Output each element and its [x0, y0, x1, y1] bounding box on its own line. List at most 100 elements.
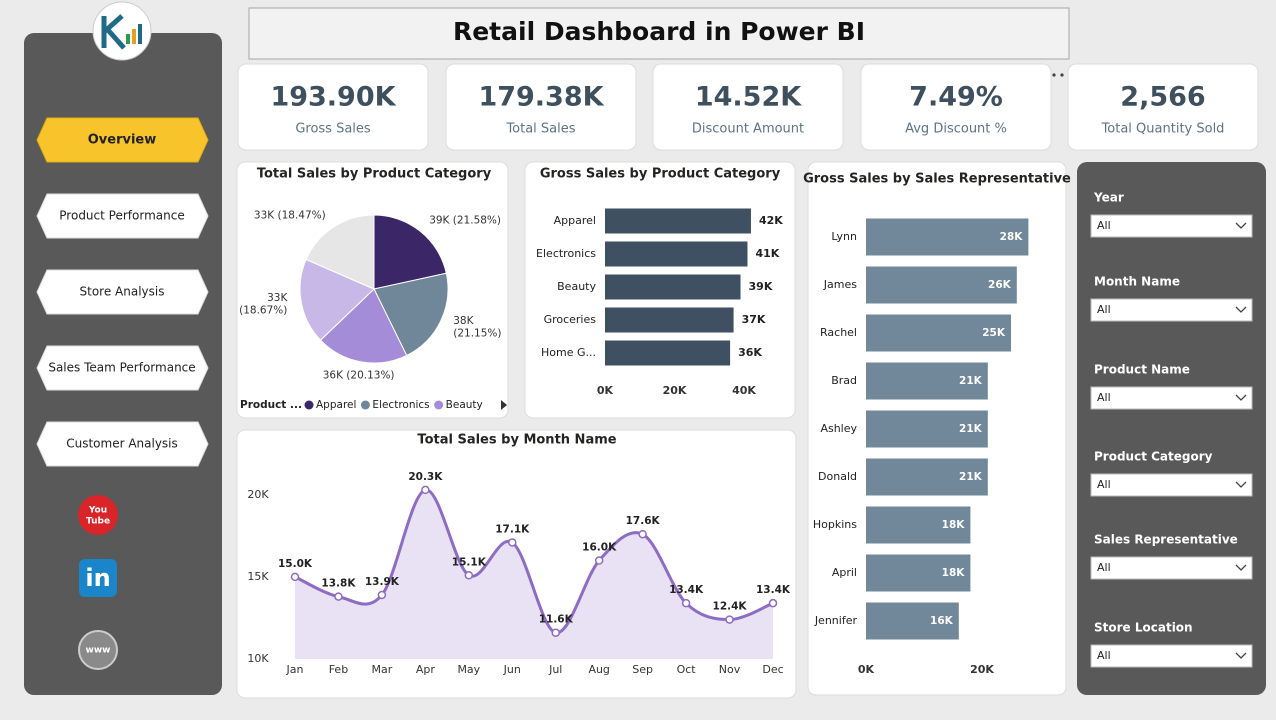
bar [866, 218, 1029, 256]
nav-button[interactable]: Customer Analysis [36, 421, 209, 467]
data-label: 21K [959, 423, 983, 435]
dropdown-chevron [1235, 652, 1247, 659]
x-tick-label: May [457, 663, 480, 676]
bar [866, 410, 988, 448]
nav-button-label: Customer Analysis [66, 437, 178, 451]
data-label: 39K [749, 280, 773, 293]
nav-button-label: Sales Team Performance [48, 361, 195, 375]
x-tick-label: Nov [719, 663, 741, 676]
slicer-dropdown[interactable]: All [1090, 298, 1253, 322]
bar [605, 208, 751, 234]
legend-scroll[interactable] [501, 400, 507, 410]
x-tick-label: Dec [762, 663, 783, 676]
nav-button-label: Overview [88, 133, 157, 148]
kpi-label: Gross Sales [295, 122, 371, 137]
x-tick-label: Mar [372, 663, 393, 676]
x-tick-label: Jan [286, 663, 304, 676]
pie-label: 33K (18.67%) [239, 292, 288, 317]
chart-title: Total Sales by Month Name [417, 433, 616, 448]
data-label: 15.1K [452, 556, 487, 568]
y-tick-label: April [832, 566, 857, 579]
data-label: 18K [942, 567, 966, 579]
x-tick-label: Feb [329, 663, 348, 676]
kpi-value: 2,566 [1120, 82, 1205, 113]
slicer-dropdown[interactable]: All [1090, 644, 1253, 668]
area [295, 489, 773, 659]
data-label: 21K [959, 471, 983, 483]
y-tick-label: 10K [247, 652, 269, 665]
data-label: 12.4K [713, 601, 748, 613]
point [377, 590, 387, 600]
y-tick-label: Jennifer [814, 614, 858, 627]
slicer-label: Year [1093, 191, 1124, 205]
bar [866, 362, 988, 400]
data-label: 41K [755, 247, 779, 260]
pie-label: 36K (20.13%) [323, 370, 395, 382]
data-label: 26K [988, 279, 1012, 291]
kpi-label: Avg Discount % [905, 122, 1007, 137]
dropdown-box [1090, 556, 1253, 580]
point [768, 598, 778, 608]
dropdown-value: All [1097, 478, 1111, 491]
y-tick-label: Electronics [536, 247, 596, 260]
pie-slice [299, 258, 375, 341]
point [334, 592, 343, 601]
linkedin-icon[interactable] [79, 559, 117, 597]
slicer-dropdown[interactable]: All [1090, 214, 1253, 238]
legend-marker [304, 400, 314, 410]
nav-button[interactable]: Product Performance [36, 193, 209, 239]
nav-button[interactable]: Store Analysis [36, 269, 209, 315]
slicer-dropdown[interactable]: All [1090, 556, 1253, 580]
slicer-dropdown[interactable]: All [1090, 473, 1253, 497]
dropdown-chevron [1235, 394, 1247, 401]
y-tick-label: 15K [247, 570, 269, 583]
point [638, 529, 647, 539]
nav-button[interactable]: Overview [36, 117, 209, 163]
bar [866, 266, 1017, 304]
kpi-label: Discount Amount [692, 122, 804, 137]
bar [605, 274, 741, 300]
y-tick-label: Home G... [541, 346, 596, 359]
bar [605, 340, 731, 366]
dropdown-box [1090, 473, 1253, 497]
slicer-label: Month Name [1094, 275, 1180, 289]
data-label: 13.4K [669, 584, 704, 596]
legend-marker [360, 400, 370, 410]
slicer-label: Store Location [1094, 621, 1193, 635]
pie-label: 38K (21.15%) [453, 315, 501, 340]
dropdown-value: All [1097, 561, 1111, 574]
youtube-icon[interactable] [78, 495, 118, 535]
dropdown-value: All [1097, 391, 1111, 404]
y-tick-label: Lynn [831, 230, 857, 243]
data-label: 18K [942, 519, 966, 531]
y-tick-label: Ashley [820, 422, 857, 435]
dropdown-chevron [1235, 481, 1247, 488]
point [725, 615, 734, 624]
legend-marker [434, 400, 444, 410]
nav-button-shape [36, 193, 209, 239]
bar [866, 458, 988, 496]
bar [866, 554, 971, 592]
web-icon[interactable] [78, 630, 118, 670]
slicer-dropdown[interactable]: All [1090, 386, 1253, 410]
y-tick-label: Brad [831, 374, 857, 387]
nav-button[interactable]: Sales Team Performance [36, 345, 209, 391]
x-tick-label: Oct [677, 663, 697, 676]
dropdown-chevron [1235, 306, 1247, 313]
y-tick-label: Hopkins [813, 518, 857, 531]
y-tick-label: Apparel [554, 214, 596, 227]
data-label: 28K [1000, 231, 1024, 243]
x-tick-label: 40K [732, 384, 756, 397]
slicer-panel [1077, 162, 1266, 695]
pie-slice [305, 214, 375, 290]
nav-button-shape [36, 421, 209, 467]
chart-title: Gross Sales by Sales Representative [803, 172, 1071, 187]
nav-button-shape [36, 117, 209, 163]
dropdown-box [1090, 386, 1253, 410]
kpi-card [652, 63, 844, 151]
data-label: 21K [959, 375, 983, 387]
slicer-label: Product Name [1094, 363, 1190, 377]
x-tick-label: Jun [503, 663, 521, 676]
x-tick-label: Jul [548, 663, 562, 676]
